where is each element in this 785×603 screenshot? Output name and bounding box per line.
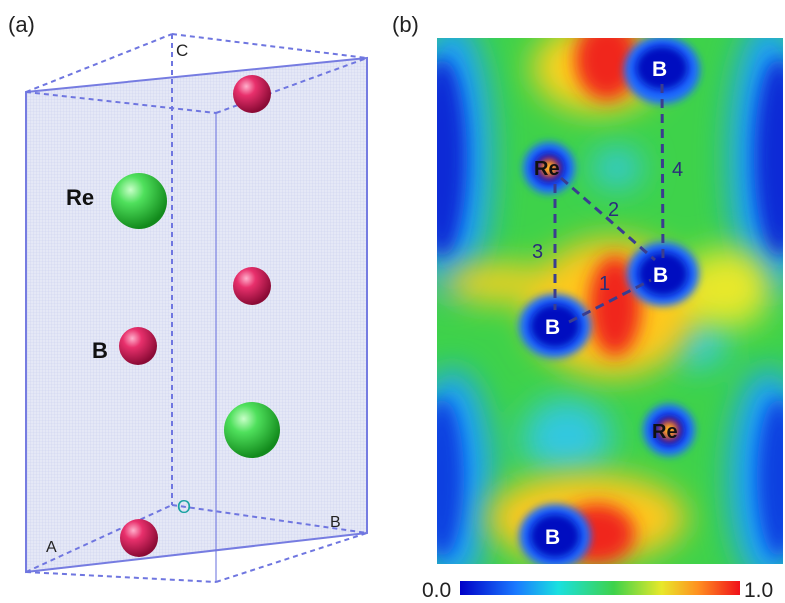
b-atom-label: B bbox=[545, 526, 560, 549]
b-atom bbox=[233, 75, 271, 113]
axis-c-label: C bbox=[176, 41, 188, 60]
origin-label: O bbox=[177, 497, 191, 517]
colorbar-max-label: 1.0 bbox=[744, 579, 773, 602]
b-atom-label: B bbox=[545, 316, 560, 339]
bond-label-3: 3 bbox=[532, 241, 543, 263]
b-atom-label: B bbox=[92, 338, 108, 363]
b-atom-label: B bbox=[652, 58, 667, 81]
b-atom bbox=[119, 327, 157, 365]
bond-lines bbox=[553, 83, 665, 324]
bond-label-1: 1 bbox=[599, 273, 610, 295]
bond-label-2: 2 bbox=[608, 199, 619, 221]
contour-map-panel: B B B B Re Re 1 2 3 4 bbox=[437, 38, 783, 564]
colorbar-gradient bbox=[460, 581, 740, 595]
axis-b-label: B bbox=[330, 514, 341, 531]
b-atom bbox=[120, 519, 158, 557]
cell-dashed-edges bbox=[25, 33, 368, 583]
b-atom bbox=[233, 267, 271, 305]
b-atom-label: B bbox=[653, 264, 668, 287]
cell-front-face bbox=[25, 56, 368, 574]
colorbar: 0.0 1.0 bbox=[422, 579, 773, 602]
panel-b-label: (b) bbox=[392, 12, 419, 37]
re-atom-label: Re bbox=[66, 185, 94, 210]
colorbar-min-label: 0.0 bbox=[422, 579, 451, 602]
panel-a-label: (a) bbox=[8, 12, 35, 37]
re-atom bbox=[224, 402, 280, 458]
crystal-cell-panel: C O A B Re B bbox=[25, 33, 368, 583]
re-atom-label: Re bbox=[534, 158, 560, 180]
re-atom-label: Re bbox=[652, 421, 678, 443]
bond-label-4: 4 bbox=[672, 159, 683, 181]
re-atom bbox=[111, 173, 167, 229]
axis-a-label: A bbox=[46, 539, 57, 556]
